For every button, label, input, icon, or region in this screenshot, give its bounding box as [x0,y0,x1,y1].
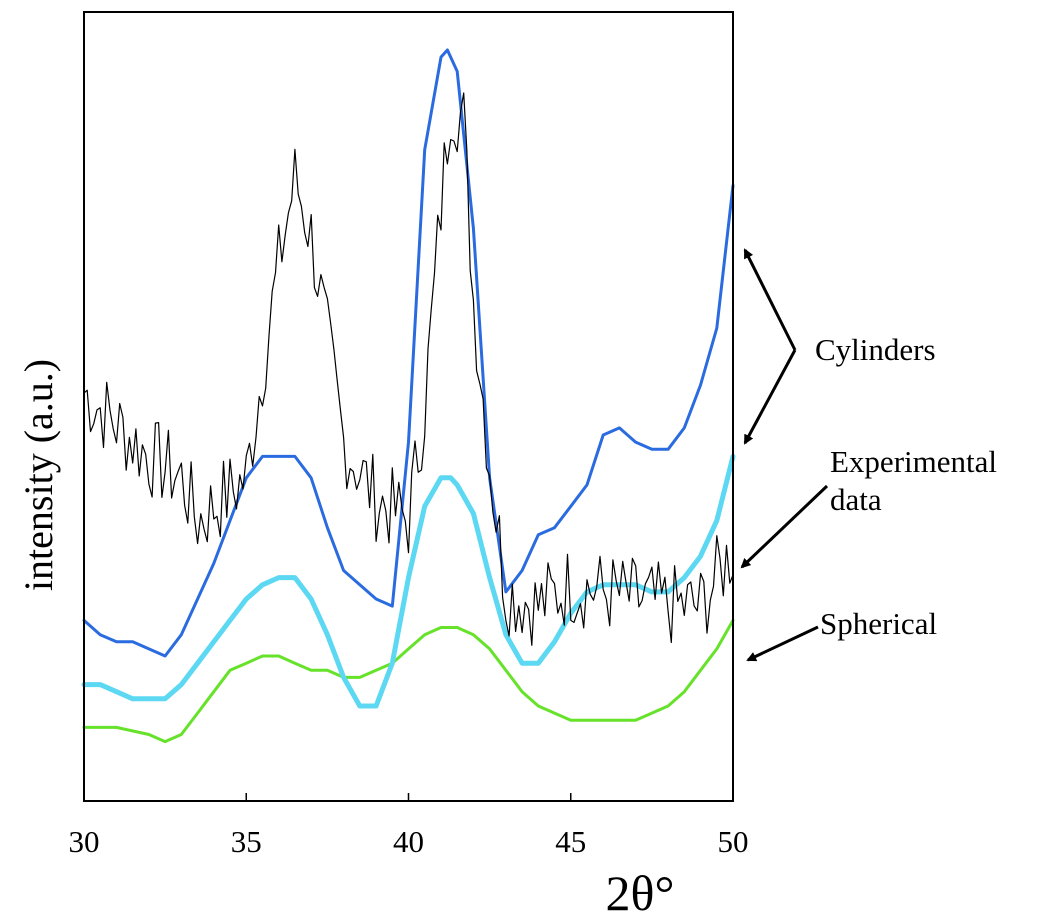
x-tick-label: 35 [231,824,262,859]
series-line-cylinders-light-blue [81,453,736,709]
annotation-arrow [740,484,829,569]
x-tick-label: 30 [69,824,100,859]
annotation-experimental: Experimental data [830,444,997,517]
annotation-cylinders: Cylinders [815,332,936,367]
annotations: Cylinders Experimental data Spherical [740,248,997,662]
annotation-arrow [746,625,819,662]
annotation-spherical: Spherical [820,606,937,641]
series-line-spherical [82,618,735,744]
y-axis-label: intensity (a.u.) [16,359,61,591]
series-line-cylinders-dark-blue [82,48,735,658]
annotation-arrow [743,349,797,445]
x-tick-label: 45 [555,824,586,859]
x-ticks: 30 35 40 45 50 [69,793,749,859]
annotation-arrow [743,248,797,351]
x-tick-label: 50 [718,824,749,859]
x-tick-label: 40 [393,824,424,859]
series-line-experimental-data [83,92,734,646]
series-layer [81,48,736,744]
x-axis-label: 2θ° [606,865,675,919]
